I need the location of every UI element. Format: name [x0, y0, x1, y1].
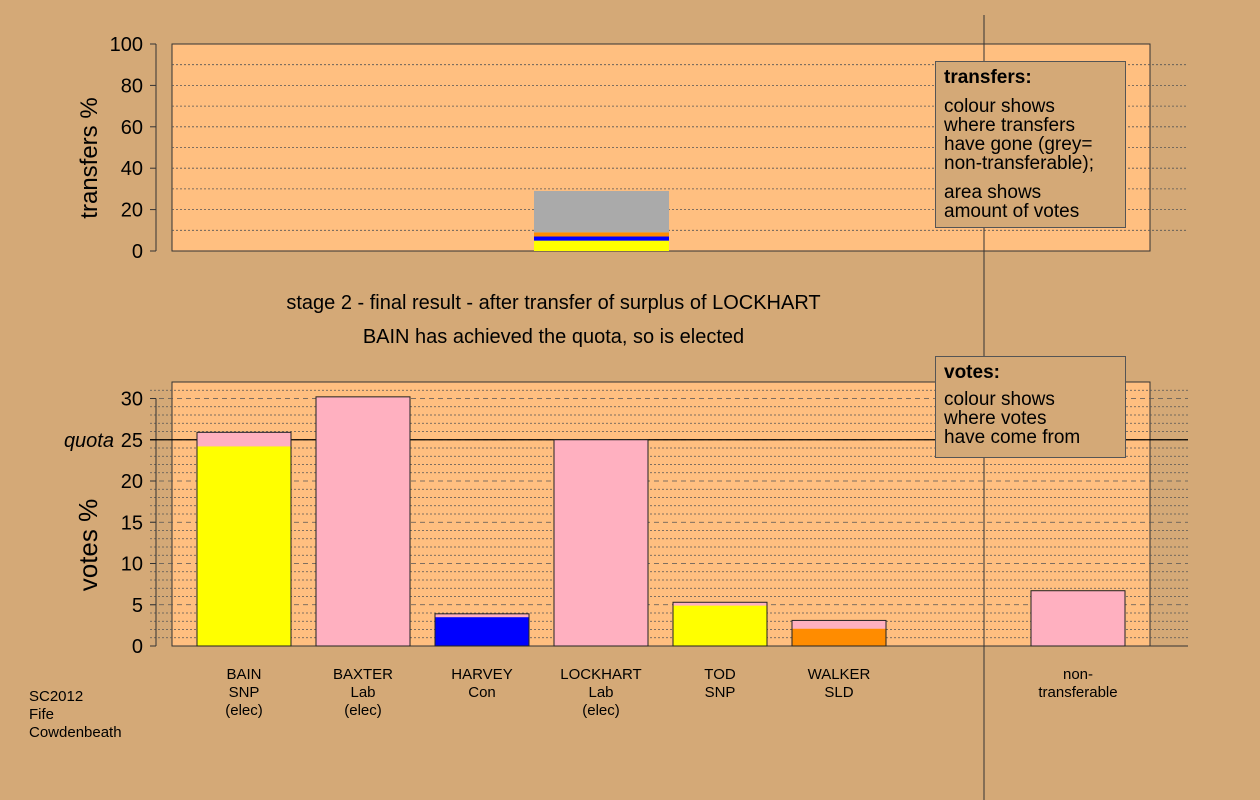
votes-axis-label: votes % — [73, 499, 103, 592]
candidate-label: (elec) — [225, 702, 263, 719]
quota-label: quota — [64, 430, 114, 452]
votes-legend: votes: colour shows where votes have com… — [935, 356, 1126, 458]
candidate-label: SNP — [705, 684, 736, 701]
candidate-label: BAIN — [226, 666, 261, 683]
candidate-label: Lab — [588, 684, 613, 701]
vote-segment — [673, 605, 767, 646]
transfer-segment — [534, 190, 669, 233]
vote-segment — [197, 446, 291, 646]
candidate-label: BAXTER — [333, 666, 393, 683]
vote-bar-outline — [672, 601, 768, 647]
vote-bar-outline — [553, 439, 649, 647]
footer-line: SC2012 — [29, 688, 84, 705]
votes-legend-line: colour shows — [944, 389, 1055, 410]
vote-bar-outline — [315, 396, 411, 647]
candidate-label: (elec) — [344, 702, 382, 719]
stage-caption: stage 2 - final result - after transfer … — [286, 292, 821, 314]
votes-tick-label: 10 — [121, 554, 143, 576]
transfers-tick-label: 40 — [121, 158, 143, 180]
candidate-label: SLD — [824, 684, 853, 701]
vote-bar-outline — [434, 613, 530, 647]
vote-segment — [1031, 590, 1125, 646]
candidate-label: WALKER — [808, 666, 871, 683]
candidate-label: LOCKHART — [560, 666, 641, 683]
vote-bar-outline — [791, 619, 887, 647]
vote-bar-outline — [1030, 590, 1126, 647]
transfers-tick-label: 100 — [110, 34, 143, 56]
candidate-label: transferable — [1038, 684, 1117, 701]
vote-segment — [554, 439, 648, 646]
result-caption: BAIN has achieved the quota, so is elect… — [362, 326, 745, 348]
vote-segment — [197, 432, 291, 447]
candidate-label: (elec) — [582, 702, 620, 719]
vote-segment — [673, 602, 767, 606]
candidate-label: Con — [468, 684, 496, 701]
footer-line: Cowdenbeath — [29, 724, 122, 741]
vote-segment — [792, 620, 886, 629]
candidate-label: Lab — [350, 684, 375, 701]
candidate-label: HARVEY — [451, 666, 512, 683]
votes-legend-title: votes: — [944, 362, 1000, 383]
votes-legend-line: where votes — [944, 408, 1047, 429]
transfers-tick-label: 80 — [121, 75, 143, 97]
votes-tick-label: 20 — [121, 471, 143, 493]
vote-bar-outline — [196, 431, 292, 647]
candidate-label: TOD — [704, 666, 736, 683]
transfers-legend-line: area shows — [944, 182, 1042, 203]
votes-tick-label: 25 — [121, 430, 143, 452]
vote-segment — [792, 628, 886, 646]
candidate-label: SNP — [229, 684, 260, 701]
votes-legend-line: have come from — [944, 427, 1081, 448]
transfers-legend-line: colour shows — [944, 96, 1055, 117]
transfers-tick-label: 20 — [121, 200, 143, 222]
transfer-segment — [534, 236, 669, 241]
transfer-segment — [534, 232, 669, 237]
vote-segment — [435, 617, 529, 646]
votes-tick-label: 5 — [132, 595, 143, 617]
votes-tick-label: 30 — [121, 389, 143, 411]
transfers-legend-line: where transfers — [944, 115, 1075, 136]
vote-segment — [435, 613, 529, 618]
vote-segment — [316, 396, 410, 646]
votes-tick-label: 15 — [121, 512, 143, 534]
votes-tick-label: 0 — [132, 636, 143, 658]
transfers-legend: transfers: colour shows where transfers … — [935, 61, 1126, 228]
transfers-legend-line: have gone (grey= — [944, 134, 1093, 155]
transfers-tick-label: 0 — [132, 241, 143, 263]
candidate-label: non- — [1063, 666, 1093, 683]
transfers-legend-line: non-transferable); — [944, 153, 1094, 174]
transfers-legend-title: transfers: — [944, 67, 1032, 88]
footer-line: Fife — [29, 706, 55, 723]
transfers-axis-label: transfers % — [76, 97, 103, 218]
constituency-label: SC2012 Fife Cowdenbeath — [29, 688, 122, 742]
transfers-tick-label: 60 — [121, 117, 143, 139]
transfer-segment — [534, 240, 669, 251]
transfers-legend-line: amount of votes — [944, 201, 1080, 222]
